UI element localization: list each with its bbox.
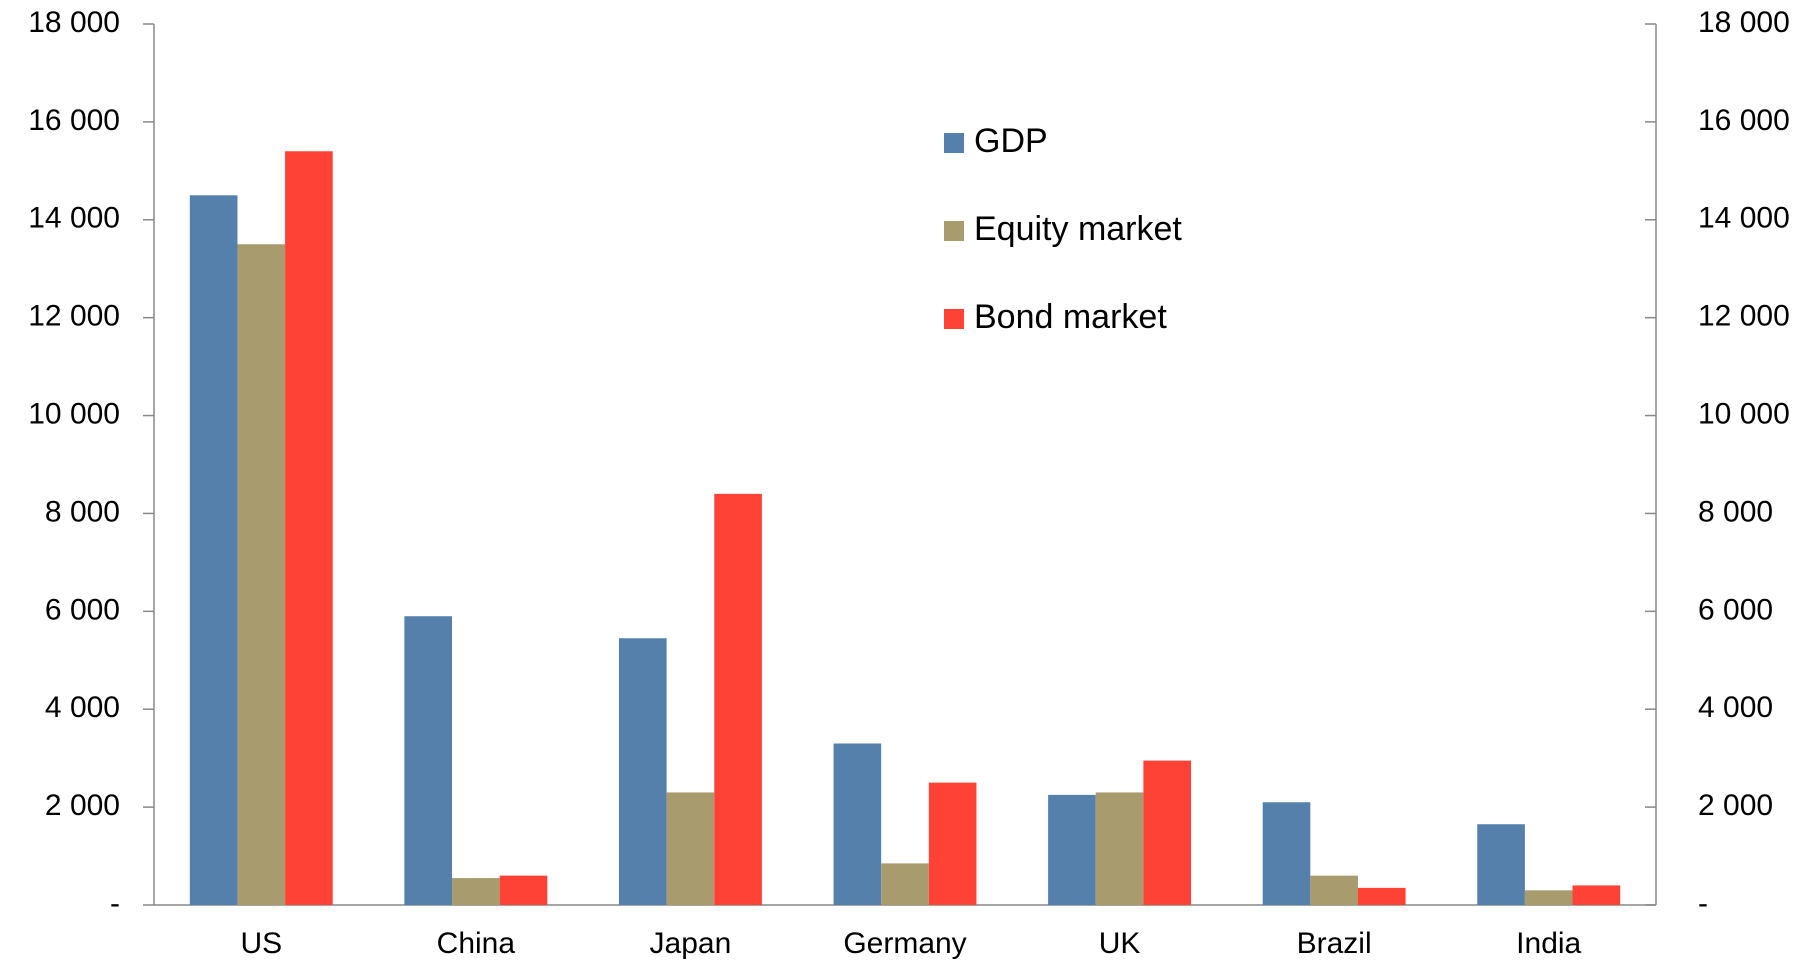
bar — [1357, 887, 1406, 905]
x-tick-label: US — [240, 927, 282, 960]
y2-tick-label: 18 000 — [1698, 6, 1790, 39]
y-tick-label: 4 000 — [45, 691, 120, 724]
bar — [1095, 792, 1144, 905]
y-tick-label: 10 000 — [28, 397, 120, 430]
legend-swatch — [944, 221, 964, 241]
y2-tick-label: 12 000 — [1698, 300, 1790, 333]
bar — [1262, 802, 1311, 905]
bar — [618, 638, 667, 905]
y-tick-label: 14 000 — [28, 202, 120, 235]
y2-tick-label: 14 000 — [1698, 202, 1790, 235]
y2-tick-label: 2 000 — [1698, 789, 1773, 822]
y2-tick-label: 8 000 — [1698, 495, 1773, 528]
bar — [404, 616, 453, 905]
y2-tick-label: 6 000 — [1698, 593, 1773, 626]
y2-tick-label: - — [1698, 887, 1708, 920]
bar — [833, 743, 882, 905]
bar — [1143, 760, 1192, 905]
legend-label: Equity market — [974, 210, 1182, 248]
bar — [499, 875, 548, 905]
bar — [714, 493, 762, 905]
y-tick-label: - — [110, 887, 120, 920]
bar — [881, 863, 929, 905]
x-tick-label: China — [437, 927, 516, 960]
bar — [666, 792, 715, 905]
bar — [452, 878, 500, 905]
legend-swatch — [944, 309, 964, 329]
x-tick-label: India — [1516, 927, 1581, 960]
x-tick-label: UK — [1099, 927, 1141, 960]
y2-tick-label: 10 000 — [1698, 397, 1790, 430]
y2-tick-label: 16 000 — [1698, 104, 1790, 137]
legend-label: Bond market — [974, 298, 1167, 336]
legend-swatch — [944, 133, 964, 153]
bar — [237, 244, 286, 905]
bar — [1310, 875, 1358, 905]
bar — [285, 151, 333, 905]
legend-label: GDP — [974, 122, 1048, 160]
y-tick-label: 16 000 — [28, 104, 120, 137]
y-tick-label: 2 000 — [45, 789, 120, 822]
bar — [1572, 885, 1621, 905]
x-tick-label: Japan — [650, 927, 732, 960]
bar — [1477, 824, 1525, 905]
bar — [1524, 890, 1573, 905]
y-tick-label: 12 000 — [28, 300, 120, 333]
bar — [928, 782, 977, 905]
x-tick-label: Brazil — [1297, 927, 1372, 960]
x-tick-label: Germany — [843, 927, 966, 960]
bar — [189, 195, 238, 906]
y-tick-label: 8 000 — [45, 495, 120, 528]
y2-tick-label: 4 000 — [1698, 691, 1773, 724]
bar — [1048, 794, 1096, 905]
y-tick-label: 18 000 — [28, 6, 120, 39]
y-tick-label: 6 000 — [45, 593, 120, 626]
